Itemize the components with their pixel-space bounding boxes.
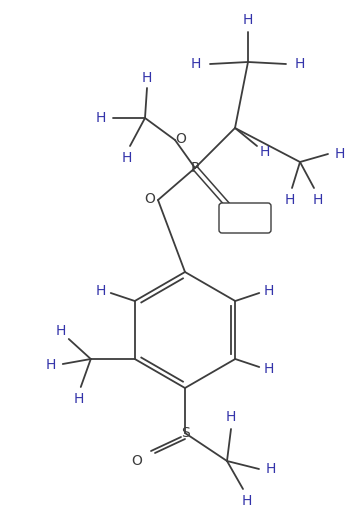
Text: Abs: Abs bbox=[233, 212, 256, 225]
Text: H: H bbox=[264, 362, 274, 376]
Text: H: H bbox=[285, 193, 295, 207]
Text: H: H bbox=[96, 111, 106, 125]
Text: H: H bbox=[335, 147, 345, 161]
Text: H: H bbox=[74, 392, 84, 406]
Text: O: O bbox=[175, 132, 186, 146]
Text: H: H bbox=[46, 358, 56, 372]
Text: O: O bbox=[145, 192, 155, 206]
Text: H: H bbox=[264, 284, 274, 298]
Text: H: H bbox=[56, 324, 66, 338]
Text: H: H bbox=[142, 71, 152, 85]
Text: O: O bbox=[131, 454, 142, 468]
Text: H: H bbox=[96, 284, 106, 298]
Text: H: H bbox=[295, 57, 305, 71]
Text: H: H bbox=[191, 57, 201, 71]
Text: H: H bbox=[243, 13, 253, 27]
Text: P: P bbox=[191, 161, 199, 175]
Text: H: H bbox=[313, 193, 323, 207]
FancyBboxPatch shape bbox=[219, 203, 271, 233]
Text: H: H bbox=[226, 410, 236, 424]
Text: H: H bbox=[266, 462, 276, 476]
Text: S: S bbox=[181, 426, 189, 440]
Text: H: H bbox=[242, 494, 252, 508]
Text: H: H bbox=[260, 145, 270, 159]
Text: H: H bbox=[122, 151, 132, 165]
